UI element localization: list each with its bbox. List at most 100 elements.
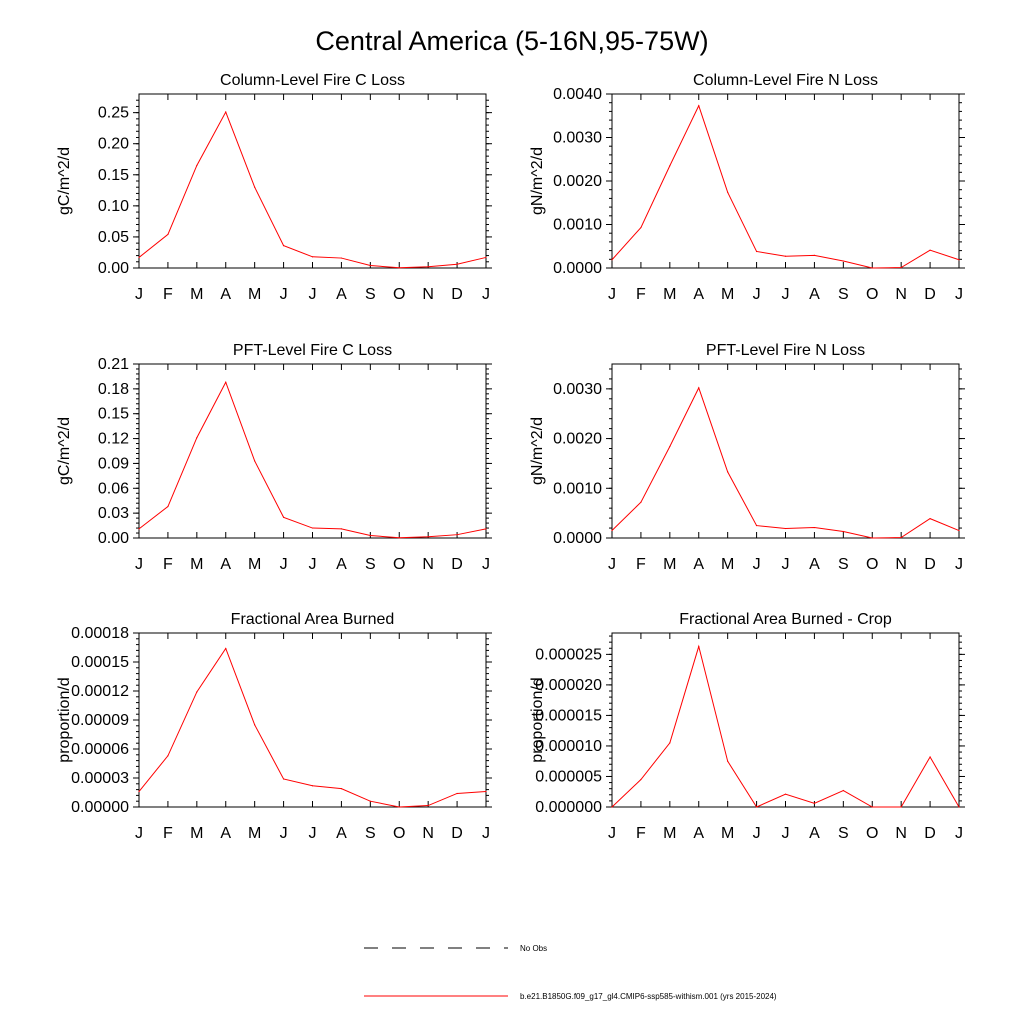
data-point [958, 806, 960, 808]
y-tick-label: 0.0010 [553, 480, 602, 497]
panel-title: PFT-Level Fire N Loss [706, 342, 865, 359]
series-line-0 [138, 110, 487, 269]
y-tick-label: 0.00 [98, 260, 129, 277]
data-point [929, 756, 931, 758]
x-tick-label: S [365, 286, 376, 303]
y-tick-label: 0.000010 [535, 738, 602, 755]
x-tick-label: M [663, 825, 676, 842]
data-point [311, 527, 314, 529]
x-tick-label: A [693, 825, 704, 842]
x-tick-label: M [248, 286, 261, 303]
x-tick-label: N [422, 286, 434, 303]
x-tick-label: O [393, 286, 405, 303]
x-tick-label: A [693, 286, 704, 303]
x-tick-label: J [280, 825, 288, 842]
data-point [485, 256, 487, 259]
x-tick-label: M [248, 556, 261, 573]
panel-title: Fractional Area Burned [231, 611, 395, 628]
data-point [929, 518, 931, 520]
data-point [225, 381, 227, 383]
x-tick-label: J [608, 286, 616, 303]
data-point [727, 760, 729, 762]
data-point [929, 249, 931, 251]
x-tick-label: O [393, 825, 405, 842]
series-line-0 [138, 647, 487, 808]
data-point [727, 191, 729, 193]
data-point [369, 800, 371, 802]
x-tick-label: J [280, 556, 288, 573]
x-tick-label: S [838, 286, 849, 303]
plot-frame [611, 632, 960, 808]
data-point [871, 806, 873, 808]
x-tick-label: A [336, 286, 347, 303]
x-tick-label: D [924, 556, 936, 573]
x-tick-label: J [955, 556, 963, 573]
data-point [196, 164, 198, 167]
data-point [755, 524, 758, 527]
data-point [640, 226, 642, 229]
data-point [167, 233, 169, 236]
data-point [427, 536, 429, 538]
x-tick-label: D [451, 286, 463, 303]
y-tick-label: 0.000000 [535, 799, 602, 816]
data-point [698, 387, 700, 389]
x-tick-label: F [636, 286, 646, 303]
data-point [485, 790, 487, 793]
x-tick-label: D [924, 286, 936, 303]
data-point [698, 105, 700, 107]
data-point [611, 806, 613, 808]
data-point [369, 534, 371, 537]
data-point [485, 528, 487, 530]
data-point [369, 264, 371, 267]
data-point [813, 254, 816, 256]
data-point [958, 529, 960, 532]
y-tick-label: 0.0020 [553, 431, 602, 448]
figure-title: Central America (5-16N,95-75W) [315, 26, 708, 56]
y-tick-label: 0.0040 [553, 86, 602, 103]
data-point [254, 186, 256, 188]
x-tick-label: N [895, 286, 907, 303]
x-tick-label: M [721, 556, 734, 573]
x-tick-label: J [782, 556, 790, 573]
data-point [611, 259, 613, 261]
x-tick-label: F [636, 556, 646, 573]
y-axis-label: gC/m^2/d [56, 417, 73, 485]
data-point [456, 263, 458, 265]
x-tick-label: O [866, 556, 878, 573]
x-tick-label: A [220, 286, 231, 303]
x-tick-label: M [190, 286, 203, 303]
x-tick-label: J [482, 825, 490, 842]
data-point [900, 266, 902, 269]
y-tick-label: 0.0000 [553, 260, 602, 277]
x-tick-label: J [309, 286, 317, 303]
y-tick-label: 0.000025 [535, 646, 602, 663]
panel-title: Column-Level Fire N Loss [693, 72, 878, 89]
x-tick-label: D [924, 825, 936, 842]
data-point [167, 755, 169, 757]
x-tick-label: N [422, 556, 434, 573]
x-tick-label: A [809, 825, 820, 842]
x-tick-label: J [135, 286, 143, 303]
plot-frame [138, 93, 487, 269]
panel-title: PFT-Level Fire C Loss [233, 342, 392, 359]
y-tick-label: 0.10 [98, 198, 129, 215]
data-point [813, 802, 816, 804]
panel-5: Fractional Area Burned - Crop proportion/… [529, 611, 965, 842]
x-tick-label: S [365, 825, 376, 842]
x-tick-label: J [135, 556, 143, 573]
series-line-0 [138, 380, 487, 539]
x-tick-label: J [135, 825, 143, 842]
data-point [311, 785, 314, 787]
data-point [842, 789, 844, 792]
x-tick-label: M [248, 825, 261, 842]
y-axis-label: gN/m^2/d [529, 147, 546, 215]
y-tick-label: 0.06 [98, 480, 129, 497]
data-point [225, 647, 227, 650]
series-line-0 [611, 104, 960, 269]
x-tick-label: F [163, 825, 173, 842]
